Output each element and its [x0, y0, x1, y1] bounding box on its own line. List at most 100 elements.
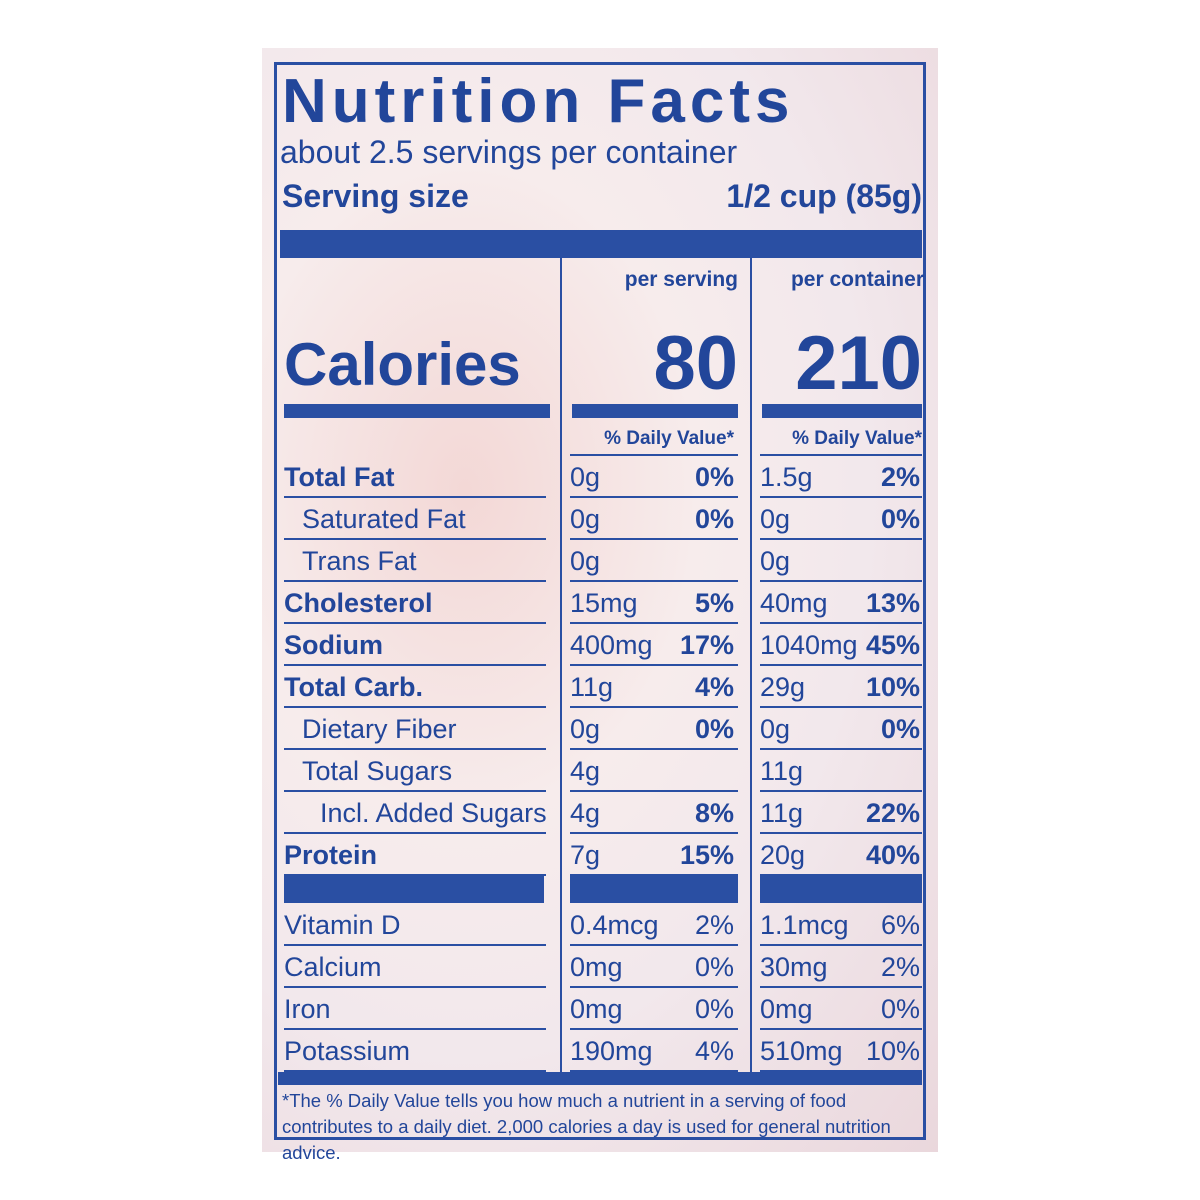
row-divider: [284, 986, 546, 988]
amount-per-container: 510mg: [760, 1036, 843, 1066]
row-divider: [570, 1028, 738, 1030]
dv-per-serving: 0%: [694, 462, 734, 492]
amount-per-serving: 7g: [570, 840, 601, 870]
nutrient-name: Cholesterol: [284, 588, 433, 618]
amount-per-container: 0g: [760, 714, 791, 744]
label-border: [274, 62, 926, 1140]
row-divider: [570, 538, 738, 540]
row-divider: [760, 622, 922, 624]
row-divider: [284, 664, 546, 666]
dv-per-container: 22%: [865, 798, 920, 828]
nutrient-row: Iron 0mg 0% 0mg 0%: [262, 988, 938, 1030]
row-divider: [760, 790, 922, 792]
nutrient-name: Protein: [284, 840, 378, 870]
label-title: Nutrition Facts: [282, 67, 795, 136]
nutrient-row: Total Carb. 11g 4% 29g 10%: [262, 666, 938, 708]
nutrient-row: Incl. Added Sugars 4g 8% 11g 22%: [262, 792, 938, 834]
nutrient-name: Dietary Fiber: [302, 714, 457, 744]
amount-per-serving: 0g: [570, 546, 601, 576]
dv-per-container: 0%: [880, 994, 920, 1024]
dv-per-serving: 8%: [694, 798, 734, 828]
thick-divider: [280, 230, 922, 258]
calories-divider: [762, 404, 922, 418]
dv-per-serving: 4%: [694, 1036, 734, 1066]
dv-per-container: 40%: [865, 840, 920, 870]
amount-per-container: 20g: [760, 840, 806, 870]
dv-per-container: 45%: [865, 630, 920, 660]
row-divider: [284, 790, 546, 792]
nutrient-name: Calcium: [284, 952, 382, 982]
dv-per-serving: 0%: [694, 952, 734, 982]
nutrient-name: Saturated Fat: [302, 504, 466, 534]
amount-per-serving: 0mg: [570, 952, 623, 982]
amount-per-serving: 11g: [570, 672, 614, 702]
amount-per-container: 1.1mcg: [760, 910, 849, 940]
row-divider: [570, 706, 738, 708]
dv-per-serving: 17%: [679, 630, 734, 660]
nutrient-row: Calcium 0mg 0% 30mg 2%: [262, 946, 938, 988]
nutrient-row: Total Fat 0g 0% 1.5g 2%: [262, 456, 938, 498]
calories-label: Calories: [284, 331, 521, 398]
nutrient-name: Vitamin D: [284, 910, 401, 940]
amount-per-serving: 0g: [570, 504, 601, 534]
amount-per-serving: 0g: [570, 714, 601, 744]
daily-value-header: % Daily Value*: [792, 428, 922, 449]
amount-per-serving: 0.4mcg: [570, 910, 659, 940]
dv-per-serving: 2%: [694, 910, 734, 940]
amount-per-container: 1.5g: [760, 462, 813, 492]
row-divider: [284, 496, 546, 498]
thick-divider: [760, 875, 922, 903]
amount-per-container: 11g: [760, 756, 804, 786]
nutrient-name: Sodium: [284, 630, 383, 660]
amount-per-container: 0g: [760, 546, 791, 576]
dv-per-serving: 0%: [694, 714, 734, 744]
row-divider: [570, 748, 738, 750]
dv-per-container: 2%: [880, 952, 920, 982]
dv-per-serving: 4%: [694, 672, 734, 702]
nutrient-row: Cholesterol 15mg 5% 40mg 13%: [262, 582, 938, 624]
row-divider: [760, 1070, 922, 1072]
nutrient-name: Incl. Added Sugars: [320, 798, 547, 828]
calories-per-container: 210: [795, 321, 922, 406]
thick-divider: [284, 875, 544, 903]
row-divider: [760, 454, 922, 456]
row-divider: [760, 944, 922, 946]
amount-per-container: 0mg: [760, 994, 813, 1024]
daily-value-header: % Daily Value*: [604, 428, 734, 449]
row-divider: [570, 496, 738, 498]
calories-divider: [284, 404, 550, 418]
dv-per-container: 0%: [880, 504, 920, 534]
calories-divider: [572, 404, 738, 418]
nutrient-row: Potassium 190mg 4% 510mg 10%: [262, 1030, 938, 1072]
row-divider: [284, 944, 546, 946]
row-divider: [760, 986, 922, 988]
footnote-divider: [278, 1072, 922, 1085]
row-divider: [760, 832, 922, 834]
dv-per-serving: 0%: [694, 994, 734, 1024]
row-divider: [570, 944, 738, 946]
amount-per-serving: 0g: [570, 462, 601, 492]
nutrient-row: Trans Fat 0g 0g: [262, 540, 938, 582]
column-header-per-serving: per serving: [624, 268, 738, 291]
nutrient-row: Vitamin D 0.4mcg 2% 1.1mcg 6%: [262, 904, 938, 946]
nutrient-row: Saturated Fat 0g 0% 0g 0%: [262, 498, 938, 540]
amount-per-serving: 400mg: [570, 630, 653, 660]
row-divider: [570, 664, 738, 666]
amount-per-container: 11g: [760, 798, 804, 828]
footnote: *The % Daily Value tells you how much a …: [282, 1090, 891, 1163]
row-divider: [284, 1070, 546, 1072]
row-divider: [760, 496, 922, 498]
dv-per-serving: 0%: [694, 504, 734, 534]
dv-per-container: 10%: [865, 1036, 920, 1066]
amount-per-container: 30mg: [760, 952, 828, 982]
row-divider: [284, 538, 546, 540]
row-divider: [570, 790, 738, 792]
column-divider: [750, 258, 752, 1078]
amount-per-serving: 15mg: [570, 588, 638, 618]
row-divider: [570, 986, 738, 988]
nutrition-facts-label: Nutrition Facts about 2.5 servings per c…: [262, 48, 938, 1163]
dv-per-container: 13%: [865, 588, 920, 618]
row-divider: [570, 1070, 738, 1072]
amount-per-serving: 4g: [570, 756, 601, 786]
row-divider: [760, 748, 922, 750]
